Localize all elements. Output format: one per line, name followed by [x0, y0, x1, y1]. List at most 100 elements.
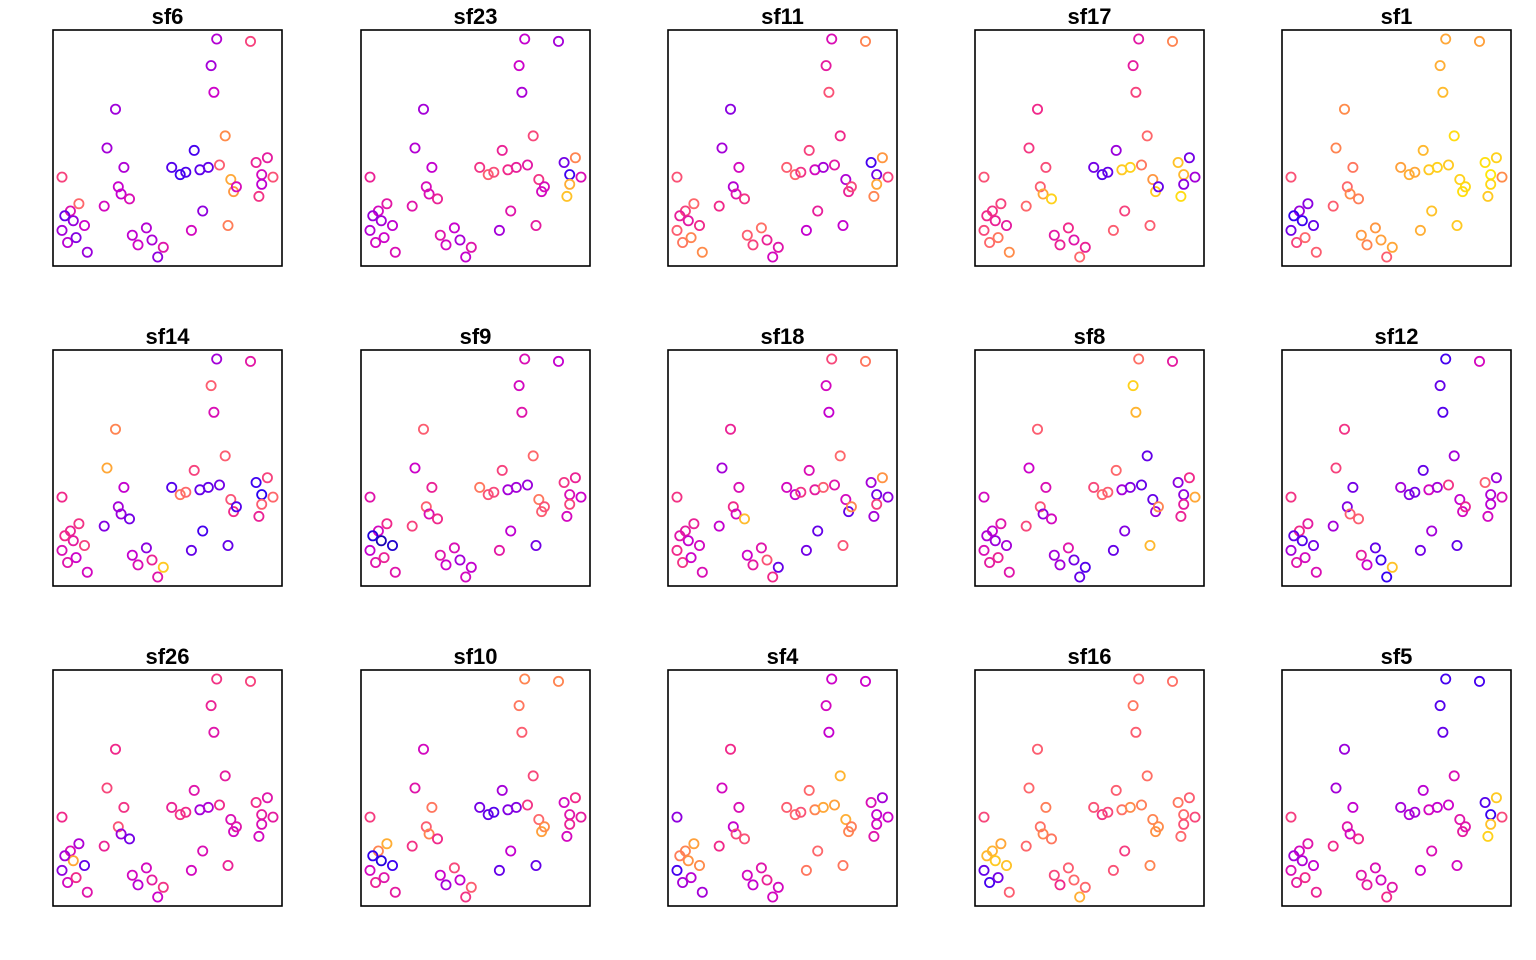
- data-point: [696, 246, 708, 258]
- data-point: [244, 675, 256, 687]
- data-point: [1178, 178, 1190, 190]
- data-point: [767, 251, 779, 263]
- data-point: [803, 144, 815, 156]
- data-point: [124, 833, 136, 845]
- data-point: [434, 549, 446, 561]
- data-point: [1130, 406, 1142, 418]
- data-point: [1136, 799, 1148, 811]
- data-point: [1107, 864, 1119, 876]
- data-point: [1308, 860, 1320, 872]
- data-point: [1440, 673, 1452, 685]
- data-point: [132, 239, 144, 251]
- data-point: [671, 171, 683, 183]
- data-point: [81, 566, 93, 578]
- data-point: [1341, 501, 1353, 513]
- data-point: [1079, 561, 1091, 573]
- data-point: [1344, 828, 1356, 840]
- data-point: [225, 814, 237, 826]
- data-point: [516, 726, 528, 738]
- data-point: [1037, 188, 1049, 200]
- data-point: [364, 811, 376, 823]
- data-point: [739, 193, 751, 205]
- data-point: [1339, 743, 1351, 755]
- data-point: [575, 811, 587, 823]
- data-point: [375, 535, 387, 547]
- data-point: [1054, 879, 1066, 891]
- data-point: [739, 513, 751, 525]
- data-point: [1189, 811, 1201, 823]
- data-point: [1124, 801, 1136, 813]
- data-point: [1023, 142, 1035, 154]
- data-point: [146, 554, 158, 566]
- panel-frame: [667, 669, 898, 907]
- data-point: [496, 144, 508, 156]
- panel-title: sf18: [760, 324, 804, 349]
- data-point: [1308, 219, 1320, 231]
- data-point: [454, 234, 466, 246]
- data-point: [101, 462, 113, 474]
- data-point: [1386, 241, 1398, 253]
- panel-sf10: sf10: [360, 644, 591, 907]
- data-point: [381, 518, 393, 530]
- data-point: [56, 171, 68, 183]
- data-point: [1496, 811, 1508, 823]
- data-point: [98, 200, 110, 212]
- data-point: [1141, 770, 1153, 782]
- data-point: [741, 549, 753, 561]
- data-point: [1479, 156, 1491, 168]
- data-point: [530, 540, 542, 552]
- panel-frame: [974, 349, 1205, 587]
- data-point: [1426, 205, 1438, 217]
- data-point: [59, 210, 71, 222]
- panel-title: sf12: [1374, 324, 1418, 349]
- data-point: [1347, 481, 1359, 493]
- data-point: [800, 544, 812, 556]
- data-point: [1496, 491, 1508, 503]
- data-point: [789, 809, 801, 821]
- panel-title: sf5: [1381, 644, 1413, 669]
- data-point: [118, 481, 130, 493]
- data-point: [1167, 35, 1179, 47]
- data-point: [564, 489, 576, 501]
- data-point: [367, 530, 379, 542]
- data-point: [1443, 799, 1455, 811]
- data-point: [837, 219, 849, 231]
- data-point: [1426, 525, 1438, 537]
- panel-title: sf1: [1381, 4, 1413, 29]
- data-point: [253, 510, 265, 522]
- data-point: [820, 700, 832, 712]
- data-point: [1330, 782, 1342, 794]
- data-point: [1448, 770, 1460, 782]
- data-point: [219, 130, 231, 142]
- data-point: [1175, 190, 1187, 202]
- panel-title: sf23: [453, 4, 497, 29]
- data-point: [747, 239, 759, 251]
- data-point: [1001, 860, 1013, 872]
- data-point: [73, 518, 85, 530]
- panel-sf14: sf14: [52, 324, 283, 587]
- data-point: [516, 406, 528, 418]
- data-point: [166, 161, 178, 173]
- data-point: [1178, 169, 1190, 181]
- data-point: [989, 855, 1001, 867]
- panel-sf26: sf26: [52, 644, 283, 907]
- data-point: [62, 877, 74, 889]
- data-point: [505, 525, 517, 537]
- panel-frame: [974, 29, 1205, 267]
- data-point: [1437, 726, 1449, 738]
- data-point: [454, 874, 466, 886]
- data-point: [1172, 156, 1184, 168]
- data-point: [868, 190, 880, 202]
- data-point: [1302, 518, 1314, 530]
- data-point: [1434, 700, 1446, 712]
- data-point: [1451, 540, 1463, 552]
- data-point: [1079, 881, 1091, 893]
- data-point: [389, 246, 401, 258]
- data-point: [674, 210, 686, 222]
- data-point: [1088, 161, 1100, 173]
- data-point: [1040, 481, 1052, 493]
- data-point: [152, 251, 164, 263]
- data-point: [561, 830, 573, 842]
- data-point: [820, 380, 832, 392]
